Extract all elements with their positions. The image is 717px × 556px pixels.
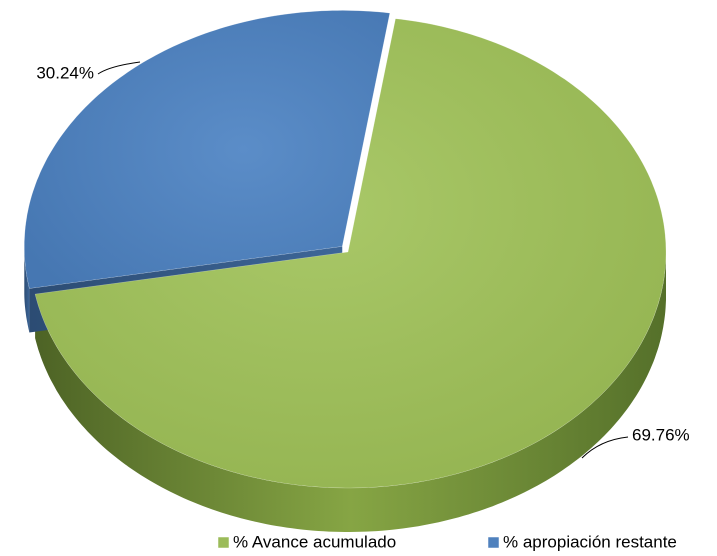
legend-label: % Avance acumulado — [233, 532, 396, 551]
leader-line — [97, 61, 141, 75]
legend-swatch — [487, 536, 500, 549]
legend-swatch — [217, 536, 230, 549]
data-label: 69.76% — [632, 425, 690, 444]
legend: % Avance acumulado % apropiación restante — [217, 532, 677, 551]
leader-line — [581, 436, 629, 459]
slice — [34, 18, 667, 489]
slice — [24, 10, 391, 289]
data-label: 30.24% — [36, 63, 94, 82]
slice-side — [35, 252, 667, 532]
legend-label: % apropiación restante — [503, 532, 677, 551]
pie: 69.76% 30.24% — [24, 10, 690, 532]
